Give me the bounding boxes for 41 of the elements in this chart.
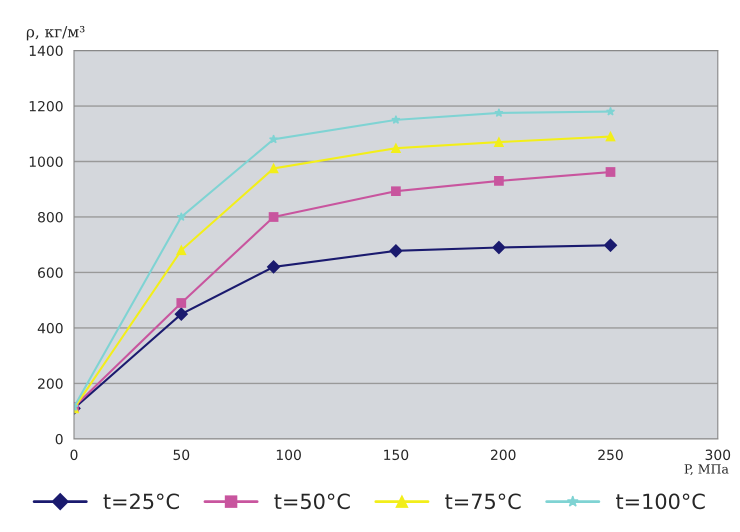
- x-tick-label: 50: [174, 450, 190, 460]
- x-tick-label: 150: [384, 450, 408, 460]
- point: [176, 298, 186, 308]
- y-tick-label: 800: [38, 212, 63, 222]
- point: [606, 132, 616, 142]
- x-tick-label: 300: [706, 450, 730, 460]
- legend-label: t=75°C: [445, 493, 521, 510]
- legend-label: t=25°C: [103, 493, 179, 510]
- point: [266, 260, 280, 274]
- point: [606, 167, 616, 177]
- y-tick-label: 1200: [30, 100, 63, 112]
- point: [391, 186, 401, 196]
- y-tick-label: 1400: [30, 46, 63, 56]
- point: [494, 176, 504, 186]
- x-tick-label: 100: [276, 450, 301, 460]
- x-axis-title: P, МПа: [684, 464, 729, 476]
- point: [492, 240, 506, 254]
- point: [606, 106, 616, 116]
- point: [391, 115, 401, 124]
- point: [176, 212, 186, 222]
- legend-label: t=100°C: [616, 493, 705, 510]
- point: [494, 108, 504, 118]
- point: [389, 244, 402, 258]
- point: [391, 143, 401, 154]
- point: [176, 245, 186, 256]
- x-tick-label: 0: [70, 450, 78, 460]
- y-tick-label: 200: [38, 378, 63, 389]
- x-tick-label: 250: [598, 450, 623, 460]
- y-axis-title: ρ, кг/м³: [26, 26, 85, 40]
- point: [604, 238, 618, 252]
- y-tick-label: 400: [38, 322, 63, 334]
- legend-label: t=50°C: [274, 493, 350, 510]
- y-tick-label: 1000: [30, 156, 63, 167]
- point: [494, 137, 504, 147]
- point: [268, 212, 278, 222]
- y-tick-label: 600: [38, 267, 63, 278]
- point: [174, 307, 188, 321]
- point: [268, 164, 278, 174]
- point: [268, 134, 278, 144]
- x-tick-label: 200: [490, 450, 516, 460]
- y-tick-label: 0: [56, 434, 63, 444]
